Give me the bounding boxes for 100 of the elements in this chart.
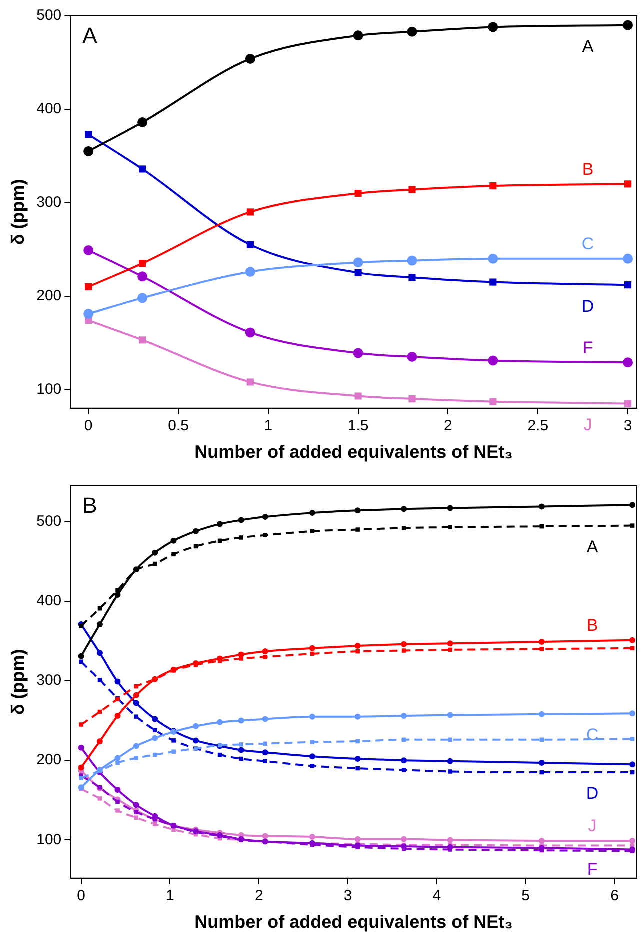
y-tick-label: 500 — [36, 7, 62, 24]
point — [78, 784, 84, 791]
point — [447, 505, 454, 512]
series-label: F — [587, 860, 598, 880]
point — [239, 536, 244, 540]
point — [245, 328, 256, 338]
x-tick-label: 2 — [444, 418, 452, 435]
point — [353, 348, 364, 358]
point — [310, 529, 315, 534]
y-tick-label: 100 — [36, 380, 62, 398]
point — [354, 269, 362, 276]
point — [262, 833, 268, 840]
point — [262, 716, 268, 722]
point — [353, 258, 364, 268]
point — [172, 738, 176, 743]
point — [356, 766, 360, 771]
point — [152, 716, 158, 722]
point — [114, 755, 121, 762]
point — [538, 504, 545, 510]
point — [114, 787, 121, 794]
x-tick-label: 0.5 — [168, 418, 189, 435]
point — [245, 266, 256, 277]
point — [309, 754, 316, 760]
point — [401, 836, 408, 842]
x-tick-label: 6 — [610, 888, 619, 905]
point — [172, 750, 176, 754]
point — [407, 26, 418, 37]
point — [96, 621, 103, 628]
point — [402, 526, 406, 530]
x-tick-label: 2 — [254, 888, 264, 905]
point — [490, 398, 497, 406]
point — [78, 744, 84, 751]
point — [538, 760, 545, 766]
point — [116, 588, 120, 592]
point — [246, 241, 254, 248]
x-tick-label: 1 — [264, 418, 273, 435]
point — [309, 714, 316, 720]
point — [408, 396, 416, 403]
point — [133, 802, 140, 808]
point — [623, 20, 634, 30]
point — [98, 796, 102, 801]
point — [138, 118, 148, 128]
point — [309, 834, 316, 840]
point — [354, 190, 362, 198]
x-tick-label: 4 — [432, 888, 442, 905]
point — [79, 722, 84, 727]
point — [630, 838, 636, 844]
y-tick-label: 400 — [36, 592, 62, 610]
point — [84, 146, 94, 156]
annotation: B — [82, 493, 98, 518]
point — [448, 770, 452, 774]
point — [262, 648, 268, 655]
point — [192, 528, 199, 534]
point — [401, 758, 408, 764]
y-tick-label: 200 — [36, 752, 62, 769]
point — [263, 742, 268, 746]
point — [239, 756, 244, 762]
point — [624, 180, 632, 188]
point — [246, 208, 254, 216]
point — [356, 739, 360, 744]
series-label: J — [584, 415, 592, 434]
point — [133, 700, 140, 706]
series-label: A — [582, 37, 594, 56]
x-tick-label: 2.5 — [528, 418, 549, 435]
point — [624, 400, 632, 408]
point — [356, 528, 360, 532]
point — [96, 650, 103, 656]
point — [78, 764, 84, 771]
point — [490, 182, 497, 190]
point — [630, 637, 636, 644]
point — [116, 808, 120, 813]
point — [84, 246, 94, 256]
point — [310, 764, 315, 768]
point — [263, 759, 268, 764]
point — [138, 272, 148, 282]
point — [238, 517, 244, 524]
point — [309, 510, 316, 516]
point — [354, 756, 361, 762]
point — [309, 645, 316, 652]
point — [408, 274, 416, 282]
point — [98, 678, 102, 682]
point — [540, 738, 544, 742]
series-label: F — [582, 338, 594, 358]
point — [114, 713, 121, 720]
series-label: A — [586, 537, 599, 556]
y-tick-label: 100 — [36, 831, 62, 848]
point — [238, 718, 244, 724]
point — [262, 750, 268, 756]
y-tick-label: 300 — [36, 194, 62, 211]
point — [402, 768, 406, 772]
y-tick-label: 200 — [36, 287, 62, 304]
y-tick-label: 300 — [36, 672, 62, 690]
point — [139, 336, 146, 344]
point — [448, 738, 452, 742]
point — [408, 186, 416, 194]
point — [172, 552, 176, 557]
point — [263, 655, 268, 660]
point — [310, 740, 315, 744]
point — [114, 678, 121, 685]
point — [138, 293, 148, 304]
